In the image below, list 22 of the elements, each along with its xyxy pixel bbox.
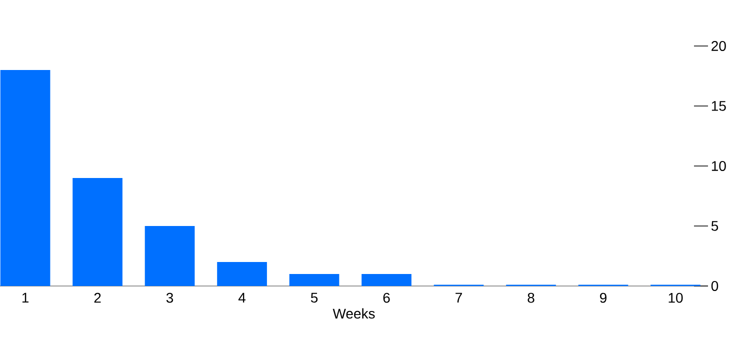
bar <box>0 70 50 286</box>
x-tick-label: 8 <box>528 292 534 303</box>
x-tick-label: 9 <box>600 292 606 303</box>
x-axis-title: Weeks <box>332 308 375 319</box>
x-tick-label: 1 <box>22 292 28 302</box>
bar <box>144 226 195 286</box>
y-tick-label: 5 <box>711 221 718 231</box>
x-tick-label: 10 <box>668 292 683 303</box>
x-tick-label: 5 <box>310 292 318 303</box>
bar <box>289 274 340 286</box>
x-tick-label: 4 <box>238 292 246 302</box>
bar <box>362 274 412 286</box>
y-tick-label: 20 <box>712 41 726 51</box>
x-tick-label: 2 <box>94 292 101 303</box>
y-tick-label: 15 <box>712 101 726 111</box>
x-tick-label: 6 <box>383 292 390 303</box>
x-tick-label: 3 <box>166 292 174 303</box>
bar <box>217 262 267 286</box>
y-tick-label: 0 <box>711 281 718 291</box>
bar <box>72 178 122 286</box>
x-tick-label: 7 <box>456 292 462 302</box>
y-tick-label: 10 <box>712 161 726 171</box>
